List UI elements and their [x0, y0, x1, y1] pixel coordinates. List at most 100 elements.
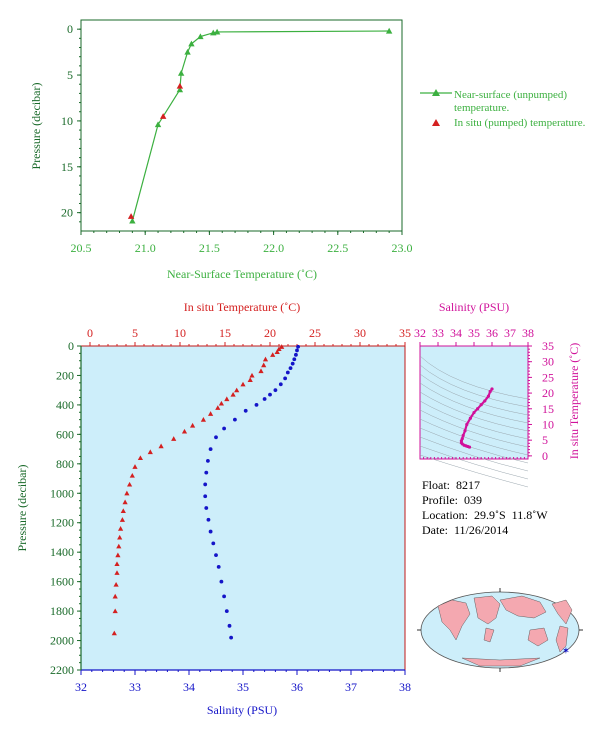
- salinity-point: [206, 458, 210, 463]
- ts-point: [468, 416, 472, 420]
- salinity-point: [216, 565, 221, 569]
- density-contours: [419, 355, 529, 488]
- salinity-point: [227, 623, 232, 628]
- temperature-point: [122, 499, 128, 505]
- ts-point: [476, 407, 480, 411]
- temperature-point: [190, 422, 196, 428]
- salinity-point: [273, 388, 278, 393]
- salinity-point: [294, 352, 298, 357]
- temperature-point: [132, 464, 138, 469]
- ts-y-tick-label: 20: [542, 386, 554, 400]
- ts-point: [490, 387, 494, 391]
- near-surface-panel: 20.5 21.0 21.5 22.0 22.5 23.0 0 5 10 15 20 Near-Su…: [29, 19, 452, 281]
- temp-tick-label: 0: [87, 326, 93, 340]
- temperature-point: [127, 481, 133, 487]
- pressure-tick-label: 1400: [50, 545, 74, 559]
- in-situ-point: [127, 213, 135, 219]
- near-surface-point: [184, 48, 191, 55]
- temperature-axis-label: In situ Temperature (˚C): [184, 300, 301, 314]
- ts-y-tick-label: 0: [542, 449, 548, 463]
- salinity-point: [208, 447, 213, 451]
- temperature-point: [262, 356, 269, 362]
- near-surface-x-axis-label: Near-Surface Temperature (˚C): [167, 267, 317, 281]
- temperature-point: [129, 473, 135, 478]
- temperature-point: [120, 508, 126, 514]
- ts-series: [459, 387, 494, 449]
- ts-x-tick-label: 33: [432, 326, 444, 340]
- ts-point: [465, 422, 469, 427]
- map-frame-ticks: [417, 588, 583, 672]
- salinity-point: [288, 366, 293, 370]
- profile-ticks: 0 5 10 15 20 25 30 35 32 33 34 35 36 37 38 0 200 400 600 80…: [50, 326, 411, 694]
- profile-plot-frame: [80, 345, 406, 671]
- pressure-tick-label: 2200: [50, 663, 74, 677]
- salinity-tick-label: 36: [291, 680, 303, 694]
- density-contour: [419, 391, 529, 432]
- ts-x-tick-label: 38: [522, 326, 534, 340]
- top-x-tick-label: 20.5: [71, 241, 92, 255]
- temperature-point: [119, 517, 125, 522]
- pressure-tick-label: 200: [56, 368, 74, 382]
- ts-x-tick-label: 34: [450, 326, 462, 340]
- legend-label-unpumped: Near-surface (unpumped) temperature.: [454, 89, 568, 114]
- density-contour: [419, 436, 529, 472]
- float-location: Location: 29.9˚S 11.8˚W: [422, 508, 548, 522]
- temp-tick-label: 35: [399, 326, 411, 340]
- legend-label-pumped: In situ (pumped) temperature.: [454, 117, 586, 129]
- pressure-tick-label: 0: [68, 339, 74, 353]
- ts-title: Salinity (PSU): [439, 300, 509, 314]
- temperature-point: [249, 372, 255, 378]
- temperature-point: [261, 362, 267, 368]
- temp-tick-label: 10: [174, 326, 186, 340]
- ts-x-tick-label: 32: [414, 326, 426, 340]
- pressure-tick-label: 2000: [50, 634, 74, 648]
- map-land: [437, 595, 573, 667]
- ts-point: [463, 429, 467, 433]
- salinity-point: [254, 403, 259, 407]
- profile-date: Date: 11/26/2014: [422, 523, 509, 537]
- ts-x-tick-label: 36: [486, 326, 498, 340]
- ts-point: [461, 433, 465, 438]
- temperature-point: [276, 346, 282, 352]
- salinity-point: [203, 494, 208, 499]
- density-contour: [419, 409, 529, 448]
- near-surface-ticks: 20.5 21.0 21.5 22.0 22.5 23.0 0 5 10 15 20: [61, 22, 413, 255]
- density-contour: [419, 382, 529, 424]
- temperature-point: [247, 377, 253, 382]
- density-contour: [419, 400, 529, 440]
- temperature-point: [124, 490, 130, 496]
- near-surface-point: [154, 121, 162, 128]
- temperature-point: [171, 436, 177, 441]
- density-contour: [419, 373, 529, 416]
- salinity-point: [268, 392, 272, 397]
- temperature-point: [114, 570, 120, 575]
- temperature-point: [114, 561, 120, 567]
- location-map: ✶: [417, 588, 583, 672]
- pressure-tick-label: 600: [56, 427, 74, 441]
- ts-y-tick-label: 15: [542, 402, 554, 416]
- near-surface-plot-frame: [80, 19, 403, 232]
- salinity-point: [243, 408, 248, 413]
- temperature-point: [147, 449, 153, 455]
- density-contour: [419, 355, 529, 400]
- near-surface-point: [213, 28, 221, 35]
- top-y-tick-label: 15: [61, 160, 73, 174]
- pressure-tick-label: 400: [56, 398, 74, 412]
- ts-y-tick-label: 10: [542, 417, 554, 431]
- salinity-point: [283, 376, 288, 381]
- salinity-point: [211, 541, 216, 546]
- salinity-point: [204, 470, 209, 475]
- ts-y-tick-label: 35: [542, 339, 554, 353]
- near-surface-series: [127, 27, 393, 224]
- profile-number: Profile: 039: [422, 493, 482, 507]
- profile-panel: 0 5 10 15 20 25 30 35 32 33 34 35 36 37 38 0 200 400 600 80…: [15, 300, 411, 717]
- ts-y-tick-label: 30: [542, 355, 554, 369]
- in-situ-point: [176, 82, 184, 89]
- temperature-point: [218, 400, 224, 406]
- near-surface-point: [197, 33, 204, 40]
- density-contour: [419, 427, 529, 464]
- ts-point: [467, 445, 472, 449]
- temperature-point: [113, 581, 119, 587]
